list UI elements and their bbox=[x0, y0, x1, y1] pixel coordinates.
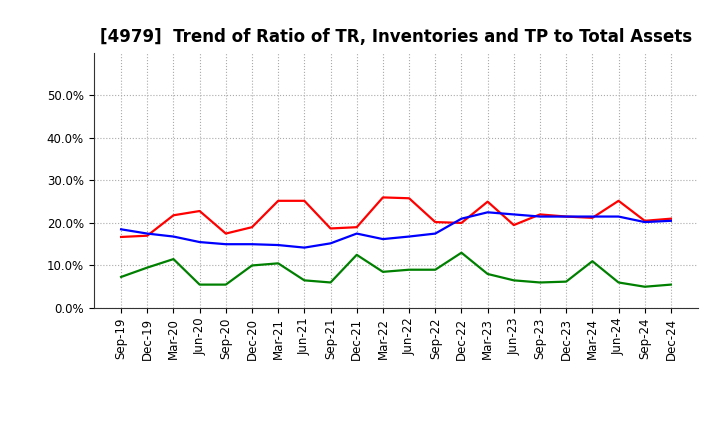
Inventories bbox=[562, 214, 570, 219]
Inventories bbox=[483, 210, 492, 215]
Trade Payables bbox=[536, 280, 544, 285]
Trade Receivables bbox=[588, 215, 597, 220]
Trade Receivables bbox=[640, 218, 649, 224]
Trade Receivables bbox=[117, 235, 125, 240]
Trade Receivables bbox=[222, 231, 230, 236]
Trade Payables bbox=[352, 252, 361, 257]
Trade Payables bbox=[143, 265, 152, 270]
Trade Receivables bbox=[405, 196, 413, 201]
Trade Receivables bbox=[300, 198, 309, 203]
Line: Trade Receivables: Trade Receivables bbox=[121, 198, 671, 237]
Trade Payables bbox=[588, 259, 597, 264]
Trade Payables bbox=[667, 282, 675, 287]
Trade Receivables bbox=[510, 222, 518, 228]
Trade Payables bbox=[562, 279, 570, 284]
Trade Receivables bbox=[143, 233, 152, 238]
Line: Trade Payables: Trade Payables bbox=[121, 253, 671, 287]
Trade Receivables bbox=[248, 224, 256, 230]
Trade Payables bbox=[222, 282, 230, 287]
Trade Receivables bbox=[352, 224, 361, 230]
Trade Payables bbox=[195, 282, 204, 287]
Inventories bbox=[300, 245, 309, 250]
Trade Payables bbox=[483, 271, 492, 277]
Inventories bbox=[222, 242, 230, 247]
Title: [4979]  Trend of Ratio of TR, Inventories and TP to Total Assets: [4979] Trend of Ratio of TR, Inventories… bbox=[100, 28, 692, 46]
Inventories bbox=[431, 231, 440, 236]
Trade Payables bbox=[169, 257, 178, 262]
Trade Receivables bbox=[169, 213, 178, 218]
Inventories bbox=[326, 241, 335, 246]
Inventories bbox=[248, 242, 256, 247]
Trade Payables bbox=[457, 250, 466, 255]
Inventories bbox=[457, 216, 466, 221]
Trade Payables bbox=[379, 269, 387, 275]
Trade Payables bbox=[326, 280, 335, 285]
Line: Inventories: Inventories bbox=[121, 213, 671, 248]
Trade Receivables bbox=[667, 216, 675, 221]
Inventories bbox=[588, 214, 597, 219]
Inventories bbox=[536, 214, 544, 219]
Trade Receivables bbox=[431, 220, 440, 225]
Trade Receivables bbox=[457, 220, 466, 226]
Inventories bbox=[143, 231, 152, 236]
Trade Payables bbox=[300, 278, 309, 283]
Trade Payables bbox=[117, 274, 125, 279]
Trade Receivables bbox=[562, 214, 570, 219]
Trade Payables bbox=[431, 267, 440, 272]
Trade Payables bbox=[510, 278, 518, 283]
Inventories bbox=[667, 218, 675, 224]
Inventories bbox=[405, 234, 413, 239]
Trade Receivables bbox=[536, 212, 544, 217]
Trade Receivables bbox=[379, 195, 387, 200]
Trade Payables bbox=[640, 284, 649, 290]
Inventories bbox=[117, 227, 125, 232]
Trade Receivables bbox=[274, 198, 282, 203]
Trade Receivables bbox=[326, 226, 335, 231]
Trade Payables bbox=[405, 267, 413, 272]
Trade Payables bbox=[614, 280, 623, 285]
Trade Receivables bbox=[195, 209, 204, 214]
Inventories bbox=[195, 239, 204, 245]
Inventories bbox=[274, 242, 282, 248]
Trade Payables bbox=[248, 263, 256, 268]
Trade Receivables bbox=[614, 198, 623, 203]
Trade Receivables bbox=[483, 199, 492, 204]
Inventories bbox=[510, 212, 518, 217]
Inventories bbox=[640, 220, 649, 225]
Inventories bbox=[614, 214, 623, 219]
Inventories bbox=[379, 236, 387, 242]
Inventories bbox=[169, 234, 178, 239]
Inventories bbox=[352, 231, 361, 236]
Trade Payables bbox=[274, 260, 282, 266]
